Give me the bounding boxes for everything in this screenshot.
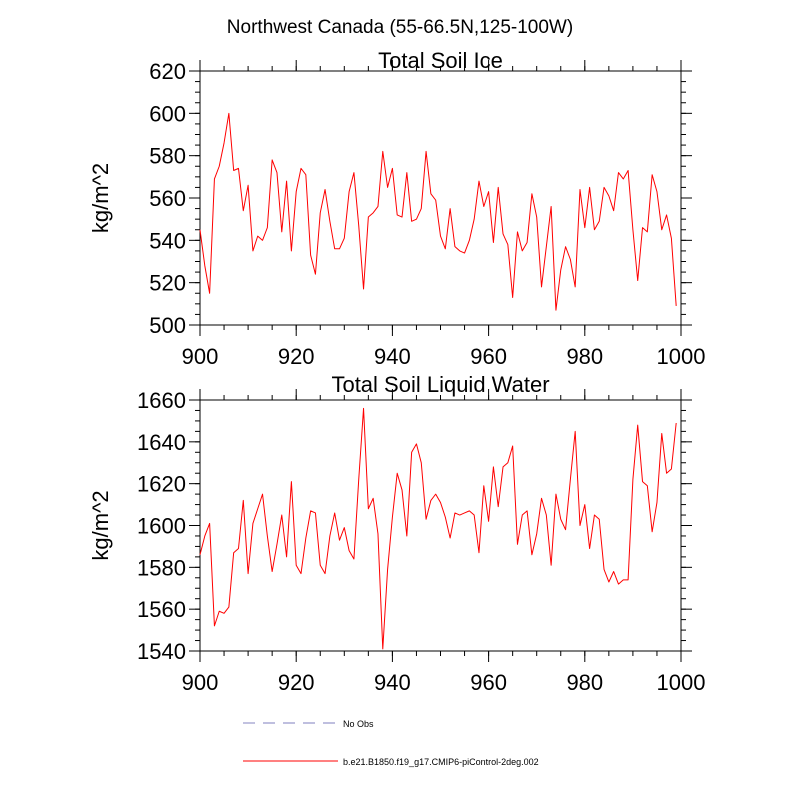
total-soil-liquid-water-x-tick-label: 1000 [657, 670, 706, 695]
figure-title: Northwest Canada (55-66.5N,125-100W) [227, 17, 573, 38]
total-soil-liquid-water-y-axis-label: kg/m^2 [88, 490, 113, 560]
panel-total-soil-liquid-water: 900 920 940 960 980 1000 1540 1560 1580 1600 1620 1… [88, 372, 705, 695]
total-soil-ice-y-axis-label: kg/m^2 [88, 163, 113, 233]
total-soil-liquid-water-y-tick-label: 1540 [137, 639, 186, 664]
total-soil-liquid-water-y-tick-label: 1660 [137, 388, 186, 413]
total-soil-liquid-water-plot-frame [199, 399, 682, 652]
total-soil-ice-x-tick-label: 960 [470, 344, 507, 369]
legend-label-no-obs: No Obs [343, 719, 374, 729]
total-soil-liquid-water-y-tick-label: 1600 [137, 514, 186, 539]
total-soil-ice-y-tick-label: 500 [149, 313, 186, 338]
total-soil-ice-y-tick-label: 580 [149, 144, 186, 169]
total-soil-liquid-water-x-tick-label: 900 [182, 670, 219, 695]
total-soil-ice-x-tick-label: 940 [374, 344, 411, 369]
panel-total-soil-ice: 900 920 940 960 980 1000 500 520 540 560 580 600 620… [88, 48, 705, 369]
total-soil-ice-x-tick-label: 980 [566, 344, 603, 369]
total-soil-liquid-water-y-tick-label: 1580 [137, 555, 186, 580]
total-soil-ice-x-tick-label: 1000 [657, 344, 706, 369]
total-soil-ice-y-tick-label: 620 [149, 59, 186, 84]
total-soil-ice-plot-frame [199, 70, 682, 326]
total-soil-ice-panel-title: Total Soil Ice [378, 48, 503, 73]
total-soil-liquid-water-panel-title: Total Soil Liquid Water [331, 372, 549, 397]
total-soil-ice-series-line-0 [199, 112, 677, 311]
total-soil-ice-y-tick-label: 540 [149, 228, 186, 253]
total-soil-ice-x-tick-label: 920 [278, 344, 315, 369]
total-soil-liquid-water-x-tick-label: 920 [278, 670, 315, 695]
total-soil-liquid-water-y-tick-label: 1560 [137, 597, 186, 622]
total-soil-ice-y-tick-label: 520 [149, 271, 186, 296]
total-soil-ice-x-tick-label: 900 [182, 344, 219, 369]
total-soil-liquid-water-y-tick-label: 1620 [137, 472, 186, 497]
total-soil-liquid-water-x-tick-label: 960 [470, 670, 507, 695]
total-soil-ice-y-tick-label: 600 [149, 101, 186, 126]
total-soil-liquid-water-x-tick-label: 980 [566, 670, 603, 695]
total-soil-liquid-water-y-tick-label: 1640 [137, 430, 186, 455]
legend: No Obs b.e21.B1850.f19_g17.CMIP6-piContr… [243, 719, 539, 767]
total-soil-liquid-water-x-tick-label: 940 [374, 670, 411, 695]
total-soil-ice-y-tick-label: 560 [149, 186, 186, 211]
legend-label-model: b.e21.B1850.f19_g17.CMIP6-piControl-2deg… [343, 757, 539, 767]
total-soil-liquid-water-series-line-0 [199, 407, 677, 650]
